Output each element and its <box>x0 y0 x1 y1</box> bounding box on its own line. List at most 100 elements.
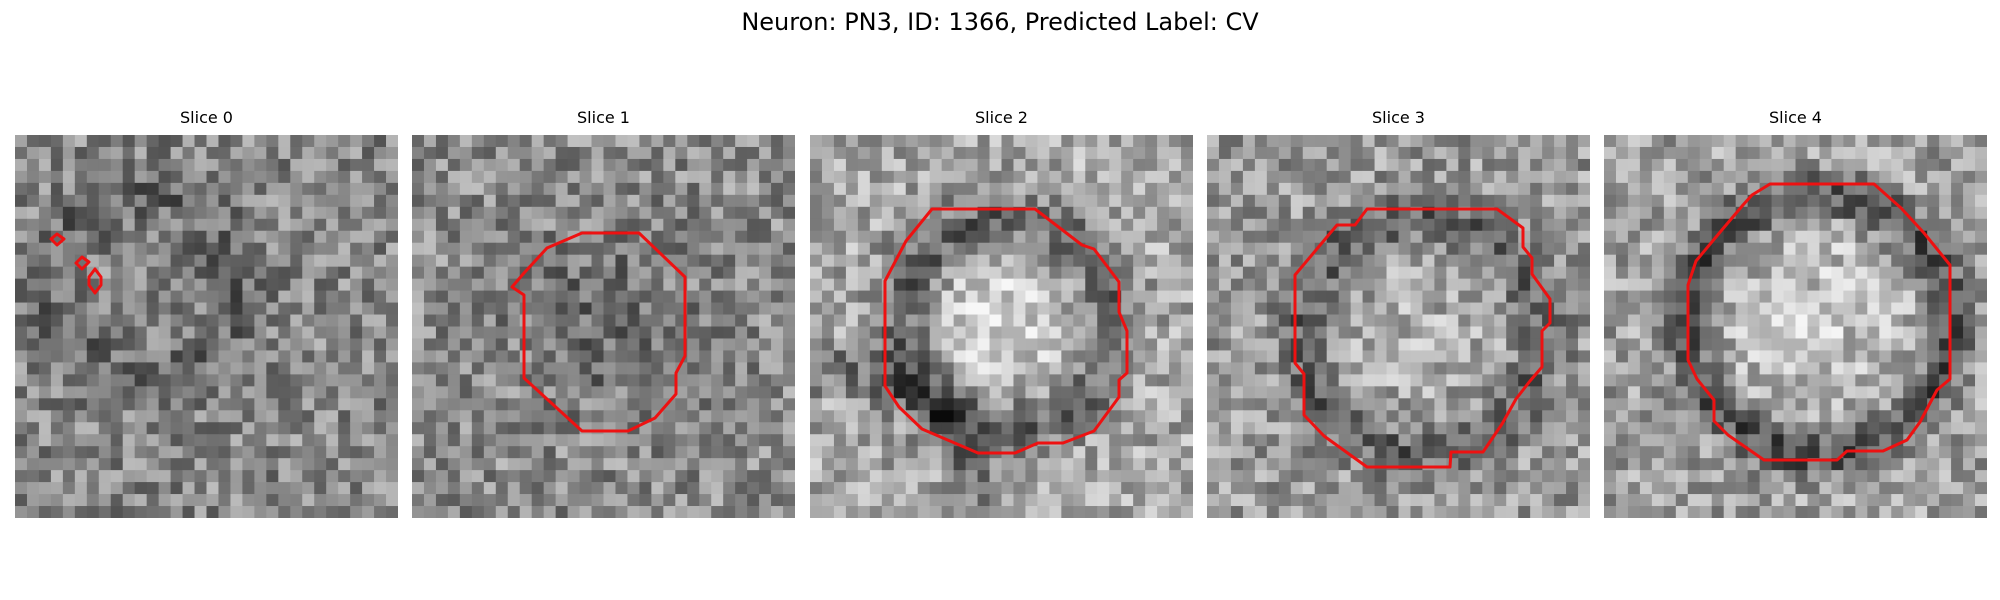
pixel <box>1831 146 1844 160</box>
pixel <box>1506 446 1519 459</box>
pixel <box>254 170 267 184</box>
pixel <box>869 410 883 423</box>
pixel <box>771 182 784 196</box>
pixel <box>519 314 533 327</box>
pixel <box>338 338 351 351</box>
pixel <box>62 290 76 303</box>
pixel <box>1025 458 1038 471</box>
pixel <box>1554 230 1567 244</box>
pixel <box>1771 338 1784 351</box>
pixel <box>350 398 363 411</box>
pixel <box>1374 470 1387 483</box>
pixel <box>1867 266 1880 280</box>
pixel <box>314 135 327 148</box>
pixel <box>1302 230 1316 244</box>
pixel <box>362 254 375 268</box>
pixel <box>1049 470 1062 483</box>
pixel <box>86 206 100 220</box>
pixel <box>1061 242 1074 256</box>
pixel <box>1855 326 1868 339</box>
pixel <box>254 135 267 148</box>
pixel <box>182 446 195 459</box>
pixel <box>218 218 231 232</box>
pixel <box>471 146 485 160</box>
pixel <box>62 170 76 184</box>
pixel <box>206 218 219 232</box>
pixel <box>1675 338 1689 351</box>
pixel <box>783 494 795 507</box>
pixel <box>965 470 978 483</box>
pixel <box>1807 158 1820 172</box>
pixel <box>929 398 943 411</box>
pixel <box>845 266 859 280</box>
pixel <box>1278 254 1292 268</box>
pixel <box>26 194 40 208</box>
pixel <box>989 410 1002 423</box>
pixel <box>977 254 990 268</box>
pixel <box>687 482 700 495</box>
pixel <box>1073 446 1086 459</box>
pixel <box>1314 350 1328 363</box>
pixel <box>1554 434 1567 447</box>
pixel <box>833 422 847 435</box>
pixel <box>531 302 545 315</box>
pixel <box>1615 230 1629 244</box>
pixel <box>158 374 171 387</box>
slice-pixels-2 <box>810 135 1193 518</box>
pixel <box>1085 398 1098 411</box>
pixel <box>1470 506 1483 518</box>
pixel <box>1109 254 1122 268</box>
pixel <box>1290 422 1304 435</box>
pixel <box>1711 386 1725 399</box>
pixel <box>1675 374 1689 387</box>
pixel <box>15 494 28 507</box>
pixel <box>1037 362 1050 375</box>
pixel <box>1494 398 1507 411</box>
pixel <box>1001 254 1014 268</box>
pixel <box>170 194 183 208</box>
pixel <box>1073 326 1086 339</box>
pixel <box>977 506 990 518</box>
pixel <box>1482 506 1495 518</box>
pixel <box>1470 434 1483 447</box>
pixel <box>1386 230 1399 244</box>
pixel <box>1278 470 1292 483</box>
pixel <box>182 254 195 268</box>
pixel <box>182 290 195 303</box>
pixel <box>1867 206 1880 220</box>
pixel <box>110 362 124 375</box>
pixel <box>711 230 724 244</box>
pixel <box>1362 254 1375 268</box>
pixel <box>1518 326 1531 339</box>
pixel <box>1207 350 1220 363</box>
pixel <box>1133 182 1146 196</box>
pixel <box>1879 230 1892 244</box>
pixel <box>290 158 303 172</box>
pixel <box>1615 290 1629 303</box>
pixel <box>471 230 485 244</box>
pixel <box>1109 266 1122 280</box>
pixel <box>929 350 943 363</box>
pixel <box>1398 146 1411 160</box>
pixel <box>459 398 473 411</box>
pixel <box>989 422 1002 435</box>
pixel <box>1747 422 1760 435</box>
pixel <box>1181 135 1193 148</box>
pixel <box>1266 338 1280 351</box>
pixel <box>639 206 652 220</box>
pixel <box>1675 290 1689 303</box>
pixel <box>747 194 760 208</box>
pixel <box>1398 362 1411 375</box>
pixel <box>953 182 966 196</box>
pixel <box>338 242 351 256</box>
pixel <box>1578 182 1590 196</box>
pixel <box>15 422 28 435</box>
pixel <box>1302 170 1316 184</box>
pixel <box>1604 326 1617 339</box>
pixel <box>1518 458 1531 471</box>
pixel <box>1013 135 1026 148</box>
pixel <box>386 206 398 220</box>
pixel <box>1386 494 1399 507</box>
pixel <box>290 314 303 327</box>
pixel <box>146 362 160 375</box>
